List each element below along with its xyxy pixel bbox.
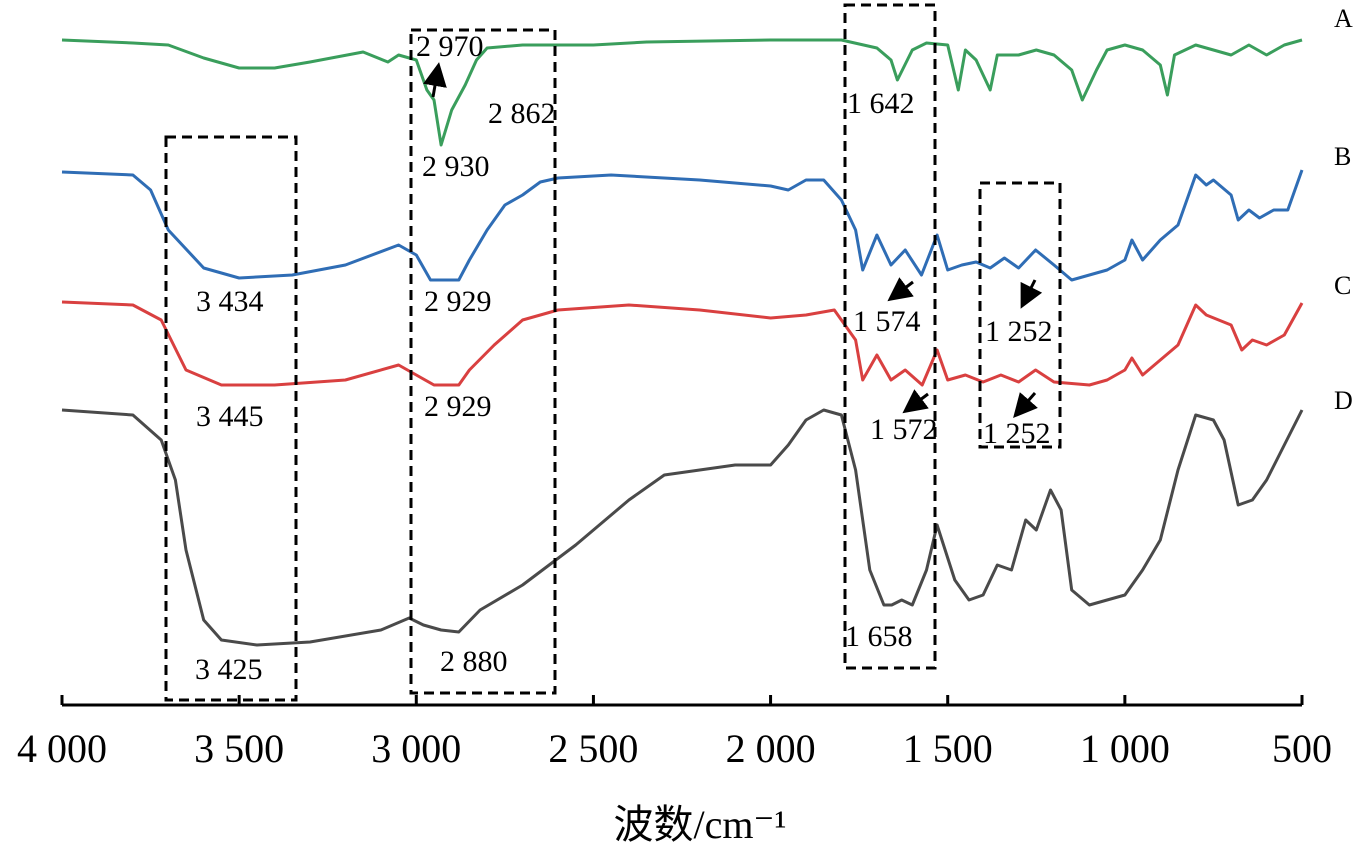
- series-label-b: B: [1334, 142, 1351, 171]
- annotation-label: 3 445: [196, 400, 264, 433]
- annotation-arrows: [423, 62, 1043, 419]
- series-label-d: D: [1334, 386, 1353, 415]
- box-1600-region: [843, 3, 937, 670]
- x-axis: 4 000 3 500 3 000 2 500 2 000 1 500 1 000 500: [17, 695, 1332, 771]
- x-tick-label: 3 000: [371, 726, 461, 771]
- x-tick-label: 1 500: [903, 726, 993, 771]
- annotation-label: 3 425: [195, 653, 263, 686]
- x-axis-label: 波数/cm⁻¹: [613, 802, 786, 847]
- x-tick-label: 1 000: [1080, 726, 1170, 771]
- arrow-icon: [1013, 392, 1038, 419]
- series-line-a: [61, 38, 1303, 147]
- series-line-d: [61, 408, 1304, 647]
- annotations: 2 970 2 862 2 930 1 642 3 434 2 929 1 57…: [195, 30, 1053, 686]
- annotation-label: 2 862: [488, 97, 556, 130]
- x-tick-label: 2 500: [548, 726, 638, 771]
- series-label-c: C: [1334, 271, 1351, 300]
- arrow-icon: [902, 389, 929, 414]
- series-line-c: [61, 300, 1304, 387]
- arrow-icon: [423, 62, 447, 98]
- highlight-boxes: [164, 3, 1062, 702]
- annotation-label: 1 572: [870, 413, 938, 446]
- annotation-label: 3 434: [196, 285, 264, 318]
- annotation-label: 2 930: [422, 150, 490, 183]
- annotation-label: 1 658: [845, 620, 913, 653]
- box-1252-region: [978, 181, 1062, 449]
- annotation-label: 2 970: [416, 30, 484, 63]
- x-tick-label: 500: [1272, 726, 1332, 771]
- annotation-label: 2 929: [424, 390, 492, 423]
- series-line-b: [61, 169, 1304, 282]
- x-tick-label: 3 500: [194, 726, 284, 771]
- series-layer: [61, 38, 1304, 647]
- annotation-label: 2 880: [440, 645, 508, 678]
- box-oh-region: [164, 135, 298, 702]
- x-tick-label: 4 000: [17, 726, 107, 771]
- arrow-icon: [1020, 279, 1043, 309]
- annotation-label: 2 929: [424, 285, 492, 318]
- annotation-label: 1 252: [983, 417, 1051, 450]
- x-tick-label: 2 000: [726, 726, 816, 771]
- annotation-label: 1 574: [853, 305, 921, 338]
- annotation-label: 1 252: [985, 315, 1053, 348]
- annotation-label: 1 642: [847, 87, 915, 120]
- series-labels: A B C D: [1334, 4, 1353, 415]
- box-ch-region: [409, 28, 557, 695]
- series-label-a: A: [1334, 4, 1353, 33]
- arrow-icon: [887, 277, 914, 302]
